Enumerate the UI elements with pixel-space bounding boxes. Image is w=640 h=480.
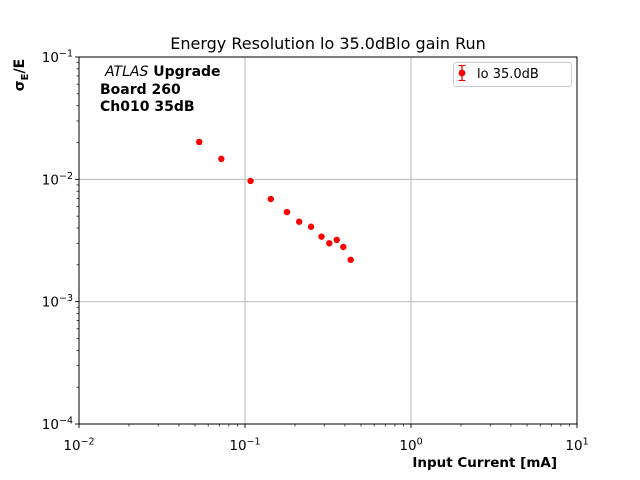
data-point <box>295 218 303 225</box>
tick-label: 10−3 <box>42 293 73 311</box>
data-point <box>196 138 203 146</box>
chart-title: Energy Resolution lo 35.0dBlo gain Run <box>170 34 486 53</box>
data-point <box>333 236 340 244</box>
y-axis-label-subscript: E <box>19 73 31 81</box>
plot-border <box>78 56 578 425</box>
tick-label: 10−2 <box>42 171 73 189</box>
data-point <box>247 177 254 185</box>
annotation-line-3: Ch010 35dB <box>100 99 195 115</box>
data-point <box>283 208 291 216</box>
grid-lines <box>79 57 577 424</box>
annotation-atlas: ATLAS <box>105 64 149 80</box>
x-axis-label: Input Current [mA] <box>412 455 557 471</box>
data-point <box>307 223 315 230</box>
tick-label: 10−2 <box>63 437 94 455</box>
data-point <box>340 243 347 251</box>
legend-box: lo 35.0dB <box>453 62 572 87</box>
data-point <box>326 240 333 247</box>
tick-label: 10−1 <box>42 49 73 67</box>
annotation-line-1: ATLAS Upgrade <box>105 64 221 82</box>
errorbar-icon <box>458 64 466 82</box>
tick-label: 100 <box>399 437 422 455</box>
annotation-block: ATLAS Upgrade Board 260 Ch010 35dB <box>100 64 221 117</box>
x-axis-ticks: 10−2 10−1 100 101 <box>63 424 589 455</box>
data-point <box>218 155 225 163</box>
tick-label: 10−1 <box>229 437 260 455</box>
annotation-upgrade: Upgrade <box>148 64 221 80</box>
data-point <box>318 233 325 240</box>
legend-label: lo 35.0dB <box>477 67 539 82</box>
y-axis-ticks: 10−1 10−2 10−3 10−4 <box>42 49 79 434</box>
annotation-line-2: Board 260 <box>100 81 181 98</box>
y-axis-label: σE/E <box>12 58 31 92</box>
data-series <box>196 138 354 263</box>
data-point <box>267 195 274 203</box>
tick-label: 10−4 <box>42 416 73 434</box>
tick-label: 101 <box>565 437 588 455</box>
data-point <box>347 256 354 263</box>
minor-ticks <box>76 62 570 427</box>
